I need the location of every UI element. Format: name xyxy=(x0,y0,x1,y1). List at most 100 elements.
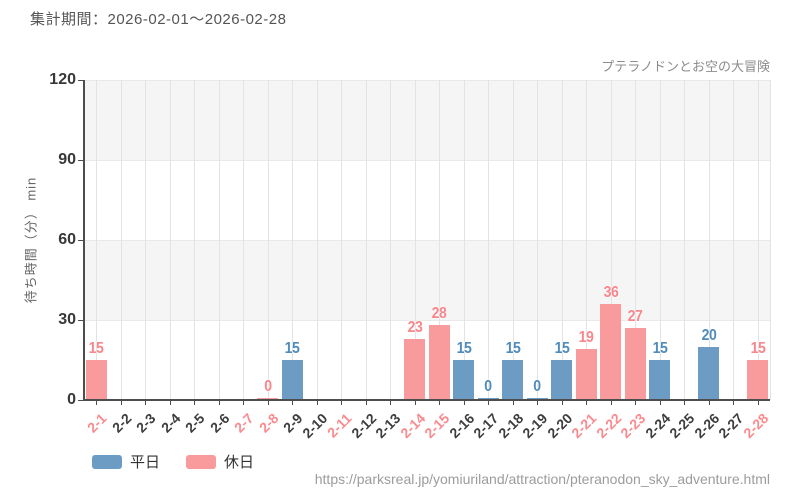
bar-2-18 xyxy=(502,360,524,400)
bar-value-2-28: 15 xyxy=(750,340,766,357)
bar-value-2-1: 15 xyxy=(88,340,104,357)
bar-value-2-9: 15 xyxy=(284,340,300,357)
bar-value-2-22: 36 xyxy=(603,284,619,301)
x-axis-label-2-27: 2-27 xyxy=(715,410,747,442)
vertical-gridline xyxy=(659,80,661,400)
x-axis-label-2-4: 2-4 xyxy=(157,410,184,436)
weekday-legend-label: 平日 xyxy=(130,454,161,471)
x-axis-label-2-26: 2-26 xyxy=(690,410,723,442)
x-axis-label-2-1: 2-1 xyxy=(83,410,110,436)
x-axis-label-2-21: 2-21 xyxy=(568,410,600,442)
x-axis-tick xyxy=(708,400,710,405)
x-axis-tick xyxy=(512,400,514,405)
x-axis-tick xyxy=(365,400,367,405)
x-axis-tick xyxy=(635,400,637,405)
bar-2-23 xyxy=(624,328,646,400)
horizontal-gridline xyxy=(84,320,770,321)
vertical-gridline xyxy=(145,80,147,400)
horizontal-gridline xyxy=(84,80,770,81)
x-axis-tick xyxy=(292,400,294,405)
x-axis-label-2-14: 2-14 xyxy=(396,410,429,442)
x-axis-label-2-25: 2-25 xyxy=(666,410,698,442)
x-axis-tick xyxy=(316,400,318,405)
legend-item-holiday[interactable]: 休日 xyxy=(186,451,254,472)
x-axis-label-2-5: 2-5 xyxy=(181,410,208,436)
y-axis-tick xyxy=(78,240,84,241)
bar-value-2-14: 23 xyxy=(407,318,423,336)
x-axis-tick xyxy=(145,400,147,405)
bar-value-2-18: 15 xyxy=(505,340,521,357)
vertical-gridline xyxy=(120,80,122,400)
x-axis-label-2-22: 2-22 xyxy=(592,410,625,442)
x-axis-tick xyxy=(463,400,465,405)
grid-band xyxy=(84,240,770,320)
vertical-gridline xyxy=(439,80,441,400)
vertical-gridline xyxy=(537,80,539,400)
x-axis-tick xyxy=(96,400,98,405)
x-axis-tick xyxy=(120,400,122,405)
x-axis-tick xyxy=(194,400,196,405)
vertical-gridline xyxy=(96,80,98,400)
y-axis-tick-label: 120 xyxy=(49,71,76,88)
holiday-legend-label: 休日 xyxy=(224,454,255,471)
x-axis-tick xyxy=(684,400,686,405)
vertical-gridline xyxy=(684,80,686,400)
bar-value-2-23: 27 xyxy=(627,308,643,325)
x-axis-label-2-15: 2-15 xyxy=(421,410,453,442)
horizontal-gridline xyxy=(84,160,770,161)
bar-2-28 xyxy=(747,360,769,400)
bar-2-22 xyxy=(600,304,622,400)
y-axis-tick xyxy=(78,400,84,401)
vertical-gridline xyxy=(610,80,612,400)
bar-2-9 xyxy=(281,360,303,400)
x-axis-tick xyxy=(439,400,441,405)
y-axis-tick xyxy=(78,80,84,81)
x-axis-label-2-2: 2-2 xyxy=(108,410,135,436)
x-axis-label-2-18: 2-18 xyxy=(494,410,527,442)
y-axis-tick xyxy=(78,160,84,161)
source-url-text: https://parksreal.jp/yomiuriland/attract… xyxy=(314,471,770,487)
legend-item-weekday[interactable]: 平日 xyxy=(92,451,160,472)
vertical-gridline xyxy=(292,80,294,400)
x-axis-tick xyxy=(414,400,416,405)
bar-2-21 xyxy=(575,349,597,400)
x-axis-label-2-11: 2-11 xyxy=(323,410,355,441)
chart-legend: 平日 休日 xyxy=(92,451,254,472)
bar-value-2-8: 0 xyxy=(264,378,272,395)
vertical-gridline xyxy=(267,80,269,400)
x-axis-label-2-13: 2-13 xyxy=(372,410,404,442)
horizontal-gridline xyxy=(84,240,770,241)
vertical-gridline xyxy=(512,80,514,400)
x-axis-label-2-17: 2-17 xyxy=(470,410,502,442)
x-axis-label-2-6: 2-6 xyxy=(206,410,233,436)
x-axis-tick xyxy=(267,400,269,405)
holiday-legend-swatch xyxy=(186,454,217,469)
x-axis-label-2-16: 2-16 xyxy=(445,410,478,442)
vertical-gridline xyxy=(635,80,637,400)
vertical-gridline xyxy=(390,80,392,400)
x-axis-label-2-23: 2-23 xyxy=(617,410,649,442)
bar-2-24 xyxy=(649,360,671,400)
y-axis-tick xyxy=(78,320,84,321)
aggregation-period-title: 集計期間：2026-02-01～2026-02-28 xyxy=(30,11,287,28)
vertical-gridline xyxy=(316,80,318,400)
x-axis-label-2-20: 2-20 xyxy=(543,410,576,442)
vertical-gridline xyxy=(708,80,710,400)
bar-value-2-19: 0 xyxy=(533,378,542,395)
bar-2-26 xyxy=(698,346,720,400)
vertical-gridline xyxy=(169,80,171,400)
bar-value-2-16: 15 xyxy=(456,340,472,357)
bar-value-2-20: 15 xyxy=(554,340,570,357)
vertical-gridline xyxy=(218,80,220,400)
x-axis-label-2-7: 2-7 xyxy=(230,410,257,436)
bar-2-16 xyxy=(453,360,475,400)
x-axis-line xyxy=(83,399,770,401)
x-axis-tick xyxy=(243,400,245,405)
x-axis-tick xyxy=(390,400,392,405)
vertical-gridline xyxy=(586,80,588,400)
y-axis-tick-label: 60 xyxy=(58,231,76,248)
vertical-gridline xyxy=(757,80,759,400)
bar-2-20 xyxy=(551,360,573,400)
x-axis-label-2-24: 2-24 xyxy=(641,410,674,442)
